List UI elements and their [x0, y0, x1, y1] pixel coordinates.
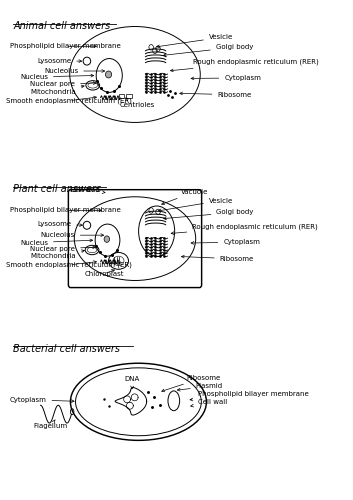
Text: Nucleolus: Nucleolus	[44, 68, 104, 74]
Text: Lysosome: Lysosome	[37, 58, 82, 64]
Text: Smooth endoplasmic reticulum (ER): Smooth endoplasmic reticulum (ER)	[6, 96, 132, 104]
Text: Cell wall: Cell wall	[191, 400, 227, 407]
Text: Centrioles: Centrioles	[120, 98, 155, 108]
Text: Animal cell answers: Animal cell answers	[13, 21, 110, 31]
Text: Golgi body: Golgi body	[163, 44, 253, 56]
Text: Plant cell answers: Plant cell answers	[13, 184, 101, 194]
Text: Mitochondria: Mitochondria	[30, 250, 84, 259]
Text: Nuclear pore: Nuclear pore	[30, 246, 95, 252]
Text: Ribosome: Ribosome	[181, 256, 254, 262]
Text: Nuclear pore: Nuclear pore	[30, 82, 96, 87]
Text: Plasmid: Plasmid	[177, 384, 223, 391]
Text: Bacterial cell answers: Bacterial cell answers	[13, 344, 120, 354]
Text: Nucleus: Nucleus	[20, 74, 94, 80]
Ellipse shape	[104, 236, 109, 242]
Text: Ribosome: Ribosome	[162, 374, 221, 392]
Text: Cytoplasm: Cytoplasm	[10, 397, 74, 403]
Text: Flagellum: Flagellum	[34, 420, 68, 428]
Text: DNA: DNA	[125, 376, 140, 389]
Text: Cytoplasm: Cytoplasm	[191, 239, 260, 245]
Text: Vesicle: Vesicle	[158, 198, 233, 212]
Text: Lysosome: Lysosome	[37, 222, 82, 228]
Text: Phospholipid bilayer membrane: Phospholipid bilayer membrane	[10, 44, 120, 50]
Text: Smooth endoplasmic reticulum (ER): Smooth endoplasmic reticulum (ER)	[6, 260, 132, 268]
Text: Cell wall: Cell wall	[70, 186, 105, 194]
Text: Mitochondria: Mitochondria	[30, 85, 84, 95]
Text: Rough endoplasmic reticulum (RER): Rough endoplasmic reticulum (RER)	[171, 223, 318, 234]
Text: Chloroplast: Chloroplast	[84, 270, 124, 276]
Text: Ribosome: Ribosome	[180, 92, 252, 98]
Text: Vacuole: Vacuole	[162, 188, 209, 204]
Text: Nucleolus: Nucleolus	[41, 232, 104, 238]
Text: Cytoplasm: Cytoplasm	[191, 75, 261, 81]
Text: Golgi body: Golgi body	[163, 210, 254, 220]
Text: Rough endoplasmic reticulum (RER): Rough endoplasmic reticulum (RER)	[170, 59, 319, 72]
Text: Phospholipid bilayer membrane: Phospholipid bilayer membrane	[10, 208, 120, 214]
Text: Nucleus: Nucleus	[20, 239, 92, 246]
Text: Vesicle: Vesicle	[157, 34, 233, 48]
Text: Phospholipid bilayer membrane: Phospholipid bilayer membrane	[190, 392, 308, 401]
Ellipse shape	[106, 71, 112, 78]
